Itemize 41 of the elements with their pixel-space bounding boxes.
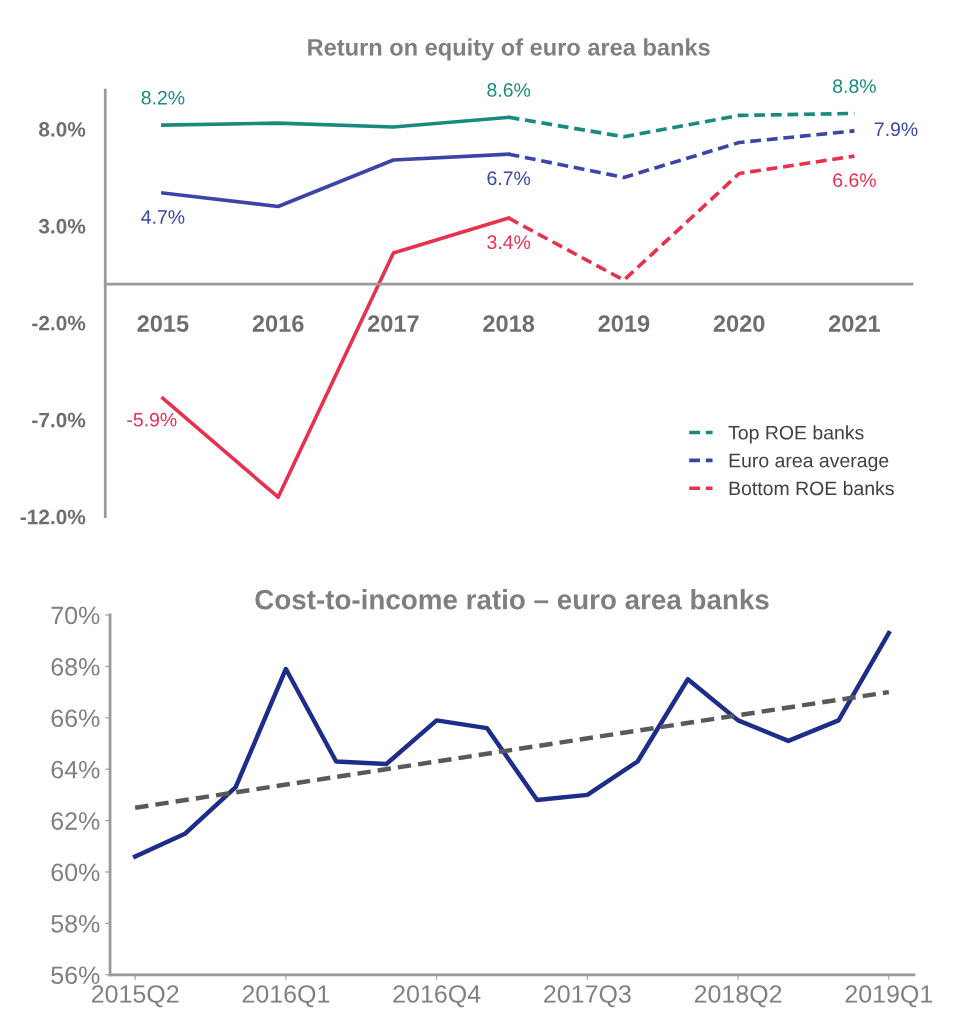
data-label: 4.7% [141, 210, 185, 224]
x-tick-label: 2021 [828, 315, 880, 332]
data-label: -5.9% [127, 412, 177, 427]
chart-title: Cost-to-income ratio – euro area banks [255, 589, 769, 610]
x-tick-label: 2015 [137, 315, 189, 332]
chart-title: Return on equity of euro area banks [308, 38, 710, 61]
data-label: 3.4% [487, 235, 531, 250]
data-label: 8.6% [487, 83, 531, 97]
legend-label: Top ROE banks [728, 425, 864, 444]
x-tick-label: 2015Q2 [91, 985, 179, 1008]
y-tick-label: 64% [51, 760, 100, 779]
y-tick-label: 3.0% [38, 218, 86, 234]
legend-label: Bottom ROE banks [729, 480, 894, 496]
y-tick-label: 58% [51, 914, 100, 933]
y-tick-label: 66% [51, 709, 100, 728]
x-tick-label: 2019Q1 [845, 985, 933, 1008]
data-label: 6.7% [487, 171, 531, 186]
x-tick-label: 2016Q1 [242, 985, 330, 1008]
data-label: 7.9% [874, 122, 918, 137]
line-series [132, 630, 892, 859]
y-tick-label: 62% [51, 812, 100, 830]
y-tick-label: -12.0% [20, 509, 86, 525]
x-tick-label: 2016Q4 [393, 985, 481, 1008]
x-tick-label: 2016 [252, 315, 304, 332]
data-label: 8.8% [833, 79, 876, 93]
y-tick-label: -2.0% [32, 315, 86, 331]
legend-label: Euro area average [729, 453, 889, 472]
x-tick-label: 2019 [598, 315, 650, 332]
x-tick-label: 2017Q3 [544, 985, 631, 1008]
y-tick-label: -7.0% [32, 412, 86, 428]
x-tick-label: 2018Q2 [694, 985, 782, 1008]
x-tick-label: 2017 [367, 315, 419, 332]
y-tick-label: 70% [51, 606, 100, 625]
x-tick-label: 2020 [713, 315, 765, 332]
x-tick-label: 2018 [483, 315, 535, 332]
y-tick-label: 60% [51, 863, 100, 882]
data-label: 8.2% [141, 90, 185, 105]
y-tick-label: 56% [51, 966, 100, 985]
y-tick-label: 8.0% [39, 121, 86, 137]
y-tick-label: 68% [51, 658, 100, 676]
data-label: 6.6% [833, 173, 876, 188]
